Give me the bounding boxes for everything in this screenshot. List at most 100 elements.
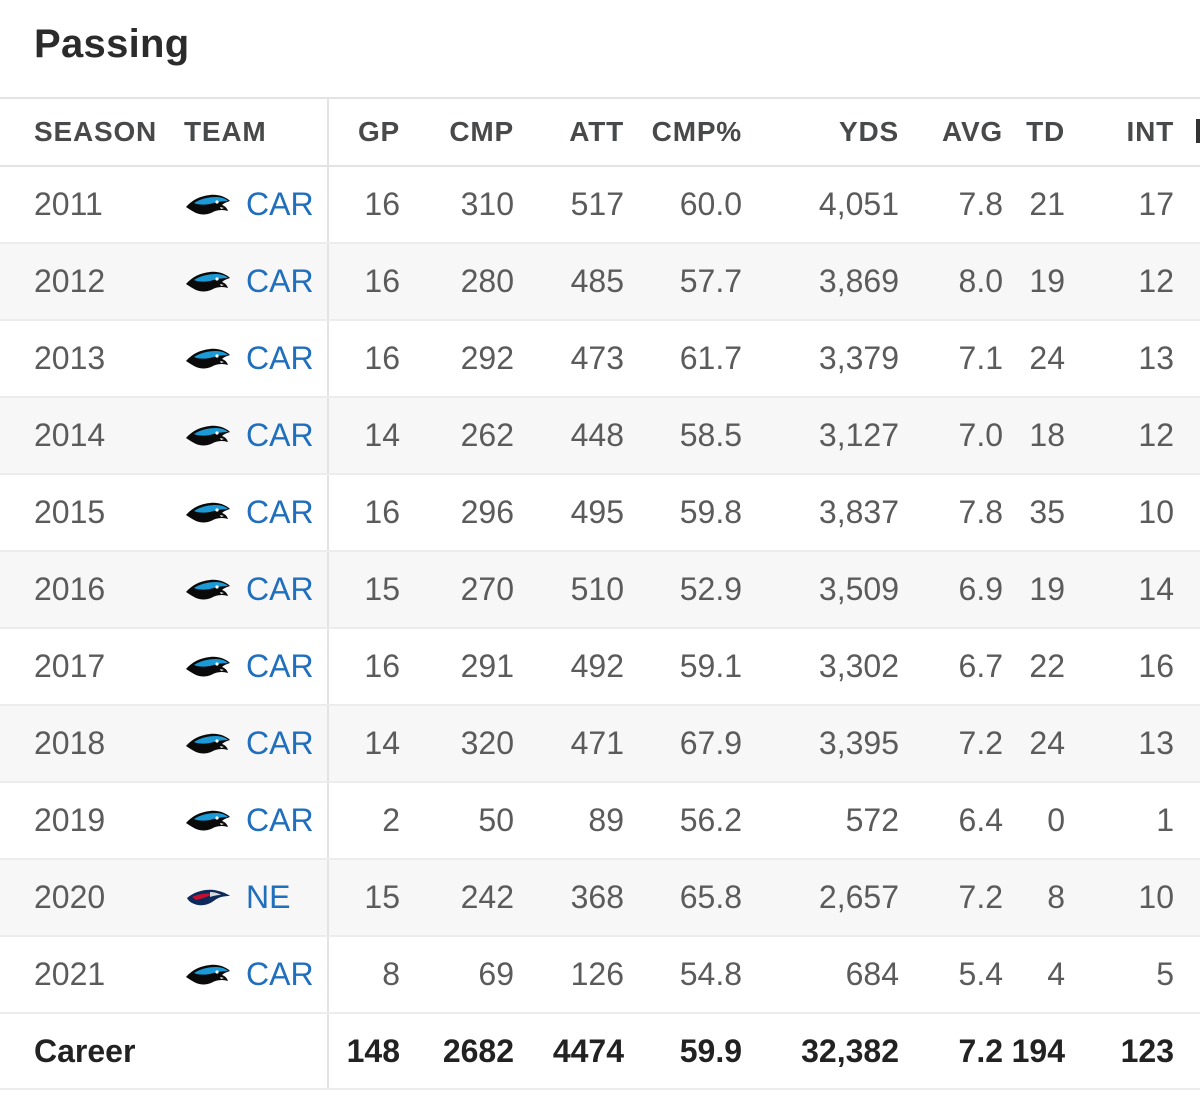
career-avg-cell: 7.2 [918,1013,1005,1090]
stat-int-cell: 1 [1093,782,1200,860]
stat-cmp-cell: 50 [428,782,538,860]
team-abbreviation[interactable]: CAR [246,340,314,376]
stat-pct-cell: 59.1 [648,628,773,706]
stat-td-cell: 18 [1005,397,1093,475]
stat-cmp-cell: 310 [428,166,538,244]
team-link[interactable]: CAR [184,571,327,608]
table-row: 2020 NE 15 242 368 65.8 2,657 7.2 8 10 [0,859,1200,937]
stat-att-cell: 495 [538,474,648,552]
passing-stats-table-wrap: SEASON TEAM GP CMP ATT CMP% YDS AVG TD I… [0,97,1200,1090]
table-row: 2011 CAR 16 310 517 60.0 4,051 7.8 21 17 [0,166,1200,244]
stat-att-cell: 368 [538,859,648,937]
stat-cmp-cell: 270 [428,551,538,629]
stat-td-cell: 21 [1005,166,1093,244]
stat-avg-cell: 6.9 [918,551,1005,629]
team-link[interactable]: CAR [184,263,327,300]
stat-int-cell: 16 [1093,628,1200,706]
stat-td-cell: 0 [1005,782,1093,860]
col-header-yds[interactable]: YDS [773,97,918,167]
team-link[interactable]: CAR [184,186,327,223]
stat-att-cell: 89 [538,782,648,860]
team-abbreviation[interactable]: CAR [246,956,314,992]
panthers-logo-icon [184,730,232,758]
stat-gp-cell: 16 [328,243,428,321]
stat-int-cell: 17 [1093,166,1200,244]
team-link[interactable]: NE [184,879,327,916]
col-header-att[interactable]: ATT [538,97,648,167]
stat-yds-cell: 4,051 [773,166,918,244]
stat-int-cell: 5 [1093,936,1200,1014]
col-header-cmp[interactable]: CMP [428,97,538,167]
team-abbreviation[interactable]: CAR [246,417,314,453]
stat-pct-cell: 58.5 [648,397,773,475]
team-link[interactable]: CAR [184,648,327,685]
table-row: 2015 CAR 16 296 495 59.8 3,837 7.8 35 10 [0,474,1200,552]
col-header-team[interactable]: TEAM [150,97,329,167]
team-cell: CAR [150,320,329,398]
section-title: Passing [34,22,190,66]
team-abbreviation[interactable]: NE [246,879,291,915]
panthers-logo-icon [184,576,232,604]
stat-pct-cell: 57.7 [648,243,773,321]
panthers-logo-icon [184,268,232,296]
col-header-season[interactable]: SEASON [0,97,156,167]
career-totals-row: Career 148 2682 4474 59.9 32,382 7.2 194 123 [0,1013,1200,1090]
stat-int-cell: 10 [1093,474,1200,552]
stat-pct-cell: 52.9 [648,551,773,629]
stat-cmp-cell: 296 [428,474,538,552]
stat-pct-cell: 67.9 [648,705,773,783]
stat-att-cell: 510 [538,551,648,629]
stat-yds-cell: 3,379 [773,320,918,398]
season-cell: 2016 [0,551,150,629]
stat-td-cell: 24 [1005,320,1093,398]
table-header-row: SEASON TEAM GP CMP ATT CMP% YDS AVG TD I… [0,97,1200,167]
panthers-logo-icon [184,422,232,450]
team-cell: CAR [150,397,329,475]
table-row: 2017 CAR 16 291 492 59.1 3,302 6.7 22 16 [0,628,1200,706]
stat-td-cell: 4 [1005,936,1093,1014]
stat-int-cell: 14 [1093,551,1200,629]
col-header-avg[interactable]: AVG [918,97,1005,167]
team-link[interactable]: CAR [184,802,327,839]
team-cell: CAR [150,166,329,244]
team-abbreviation[interactable]: CAR [246,494,314,530]
team-abbreviation[interactable]: CAR [246,725,314,761]
col-header-gp[interactable]: GP [328,97,428,167]
stat-att-cell: 485 [538,243,648,321]
season-cell: 2014 [0,397,150,475]
team-cell: CAR [150,782,329,860]
season-cell: 2012 [0,243,150,321]
team-abbreviation[interactable]: CAR [246,571,314,607]
panthers-logo-icon [184,345,232,373]
stat-pct-cell: 61.7 [648,320,773,398]
stat-cmp-cell: 242 [428,859,538,937]
table-row: 2012 CAR 16 280 485 57.7 3,869 8.0 19 12 [0,243,1200,321]
col-header-int[interactable]: INT [1093,97,1200,167]
stat-gp-cell: 15 [328,551,428,629]
team-link[interactable]: CAR [184,340,327,377]
season-cell: 2011 [0,166,150,244]
stat-yds-cell: 3,127 [773,397,918,475]
scroll-edge-indicator [1196,119,1200,143]
stat-avg-cell: 7.2 [918,705,1005,783]
stat-gp-cell: 16 [328,320,428,398]
team-link[interactable]: CAR [184,956,327,993]
stat-gp-cell: 16 [328,474,428,552]
stat-pct-cell: 59.8 [648,474,773,552]
season-cell: 2015 [0,474,150,552]
season-cell: 2020 [0,859,150,937]
team-link[interactable]: CAR [184,417,327,454]
col-header-td[interactable]: TD [1005,97,1093,167]
team-abbreviation[interactable]: CAR [246,263,314,299]
team-abbreviation[interactable]: CAR [246,648,314,684]
team-abbreviation[interactable]: CAR [246,186,314,222]
stat-pct-cell: 56.2 [648,782,773,860]
team-link[interactable]: CAR [184,725,327,762]
stat-gp-cell: 16 [328,166,428,244]
stat-avg-cell: 6.4 [918,782,1005,860]
team-link[interactable]: CAR [184,494,327,531]
col-header-cmp-pct[interactable]: CMP% [648,97,773,167]
team-abbreviation[interactable]: CAR [246,802,314,838]
stat-yds-cell: 572 [773,782,918,860]
season-cell: 2018 [0,705,150,783]
